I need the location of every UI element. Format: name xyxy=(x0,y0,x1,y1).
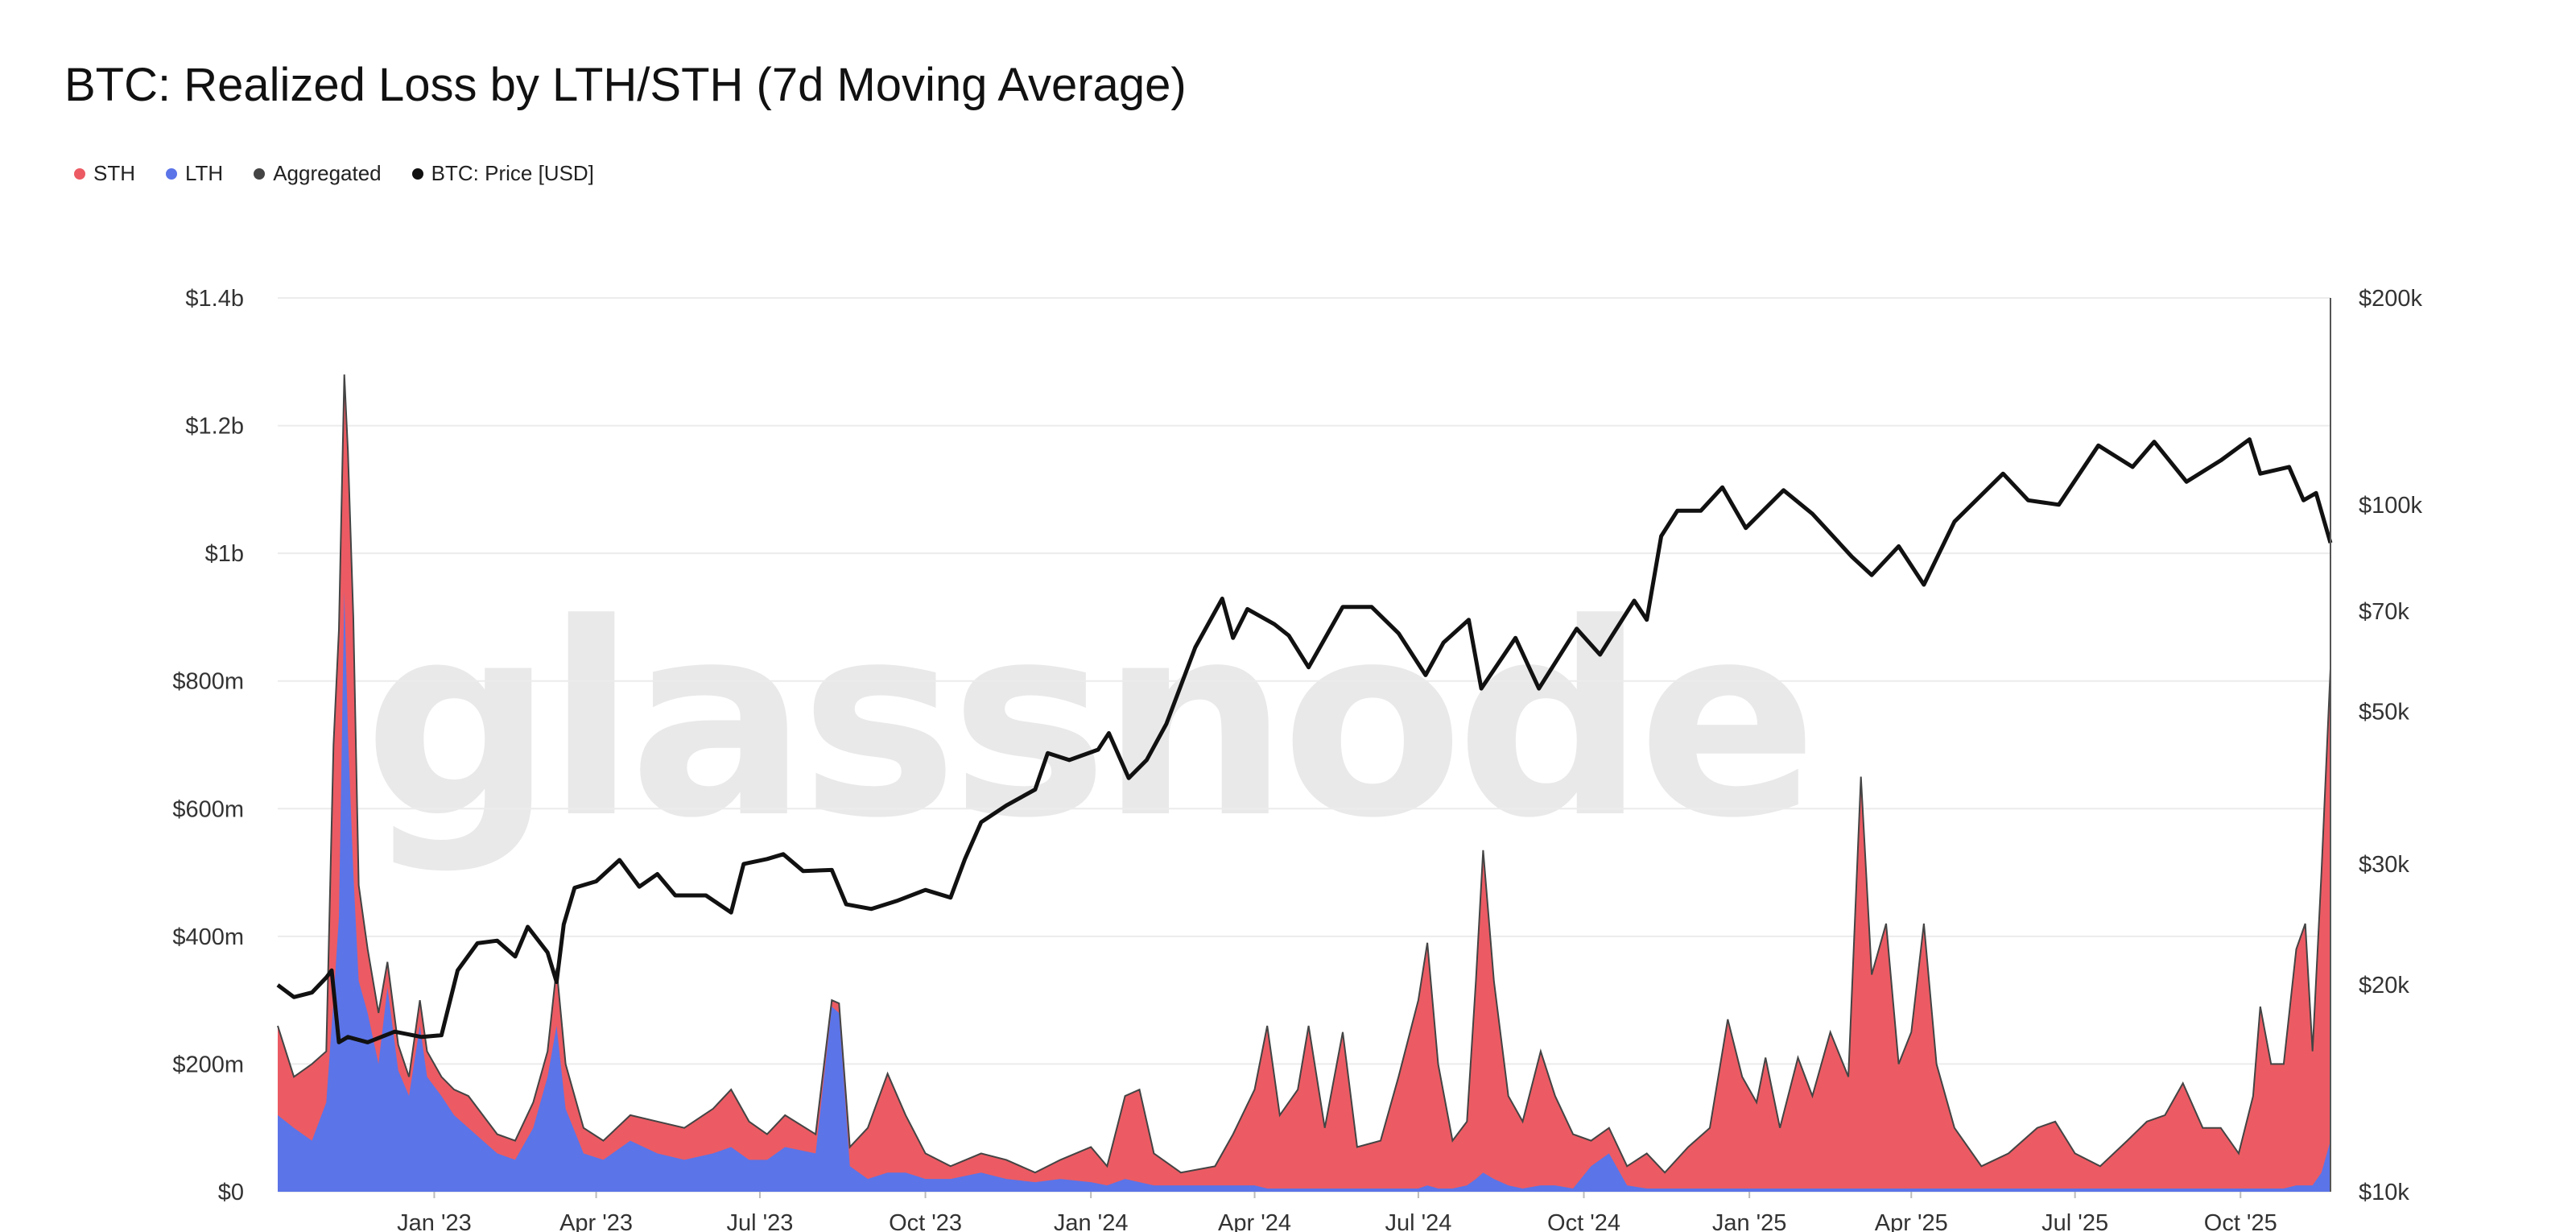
x-tick-label: Oct '25 xyxy=(2204,1210,2277,1232)
x-tick-label: Apr '23 xyxy=(559,1210,633,1232)
legend-label-aggregated: Aggregated xyxy=(273,161,382,185)
aggregated-line xyxy=(277,374,2331,1174)
y-right-tick-label: $70k xyxy=(2359,599,2409,625)
area-series xyxy=(277,374,2331,1193)
x-tick-label: Jul '25 xyxy=(2041,1210,2108,1232)
y-right-tick-label: $20k xyxy=(2359,973,2409,998)
y-right-tick-label: $100k xyxy=(2359,493,2423,519)
chart-title: BTC: Realized Loss by LTH/STH (7d Moving… xyxy=(64,59,1187,111)
legend-item-lth[interactable]: LTH xyxy=(166,161,223,186)
y-right-tick-label: $30k xyxy=(2359,852,2409,878)
x-tick-label: Jan '25 xyxy=(1712,1210,1787,1232)
legend: STH LTH Aggregated BTC: Price [USD] xyxy=(74,161,594,186)
y-left-tick-label: $1b xyxy=(205,541,244,567)
x-tick-label: Apr '24 xyxy=(1218,1210,1291,1232)
y-left-tick-label: $400m xyxy=(172,924,244,950)
y-left-tick-label: $200m xyxy=(172,1052,244,1077)
y-left-tick-label: $1.4b xyxy=(185,286,244,312)
x-tick-label: Apr '25 xyxy=(1875,1210,1948,1232)
y-left-tick-label: $0 xyxy=(218,1180,244,1205)
y-right-tick-label: $200k xyxy=(2359,286,2423,312)
y-right-tick-label: $10k xyxy=(2359,1180,2409,1205)
btc-price-color-dot xyxy=(411,167,423,180)
legend-label-btc-price: BTC: Price [USD] xyxy=(431,161,594,185)
btc-price-line xyxy=(276,437,2333,1044)
y-left-tick-label: $600m xyxy=(172,796,244,822)
x-tick-label: Oct '23 xyxy=(889,1210,962,1232)
y-right-tick-label: $50k xyxy=(2359,700,2409,726)
aggregated-color-dot xyxy=(254,167,266,180)
legend-item-aggregated[interactable]: Aggregated xyxy=(254,161,382,186)
x-tick-label: Jul '23 xyxy=(726,1210,793,1232)
lth-color-dot xyxy=(166,167,177,180)
y-left-tick-label: $1.2b xyxy=(185,414,244,440)
legend-label-sth: STH xyxy=(93,161,135,185)
sth-color-dot xyxy=(74,167,85,180)
price-series xyxy=(276,437,2333,1044)
x-tick-label: Oct '24 xyxy=(1547,1210,1620,1232)
x-tick-label: Jan '24 xyxy=(1054,1210,1129,1232)
x-tick-label: Jan '23 xyxy=(397,1210,472,1232)
legend-item-btc-price[interactable]: BTC: Price [USD] xyxy=(411,161,594,186)
y-left-tick-label: $800m xyxy=(172,669,244,695)
x-tick-label: Jul '24 xyxy=(1385,1210,1451,1232)
watermark: glassnode xyxy=(364,567,1810,876)
axes: $0 $200m $400m $600m $800m $1b $1.2b $1.4b $10k $… xyxy=(172,286,2422,1232)
legend-item-sth[interactable]: STH xyxy=(74,161,135,186)
legend-label-lth: LTH xyxy=(185,161,224,185)
